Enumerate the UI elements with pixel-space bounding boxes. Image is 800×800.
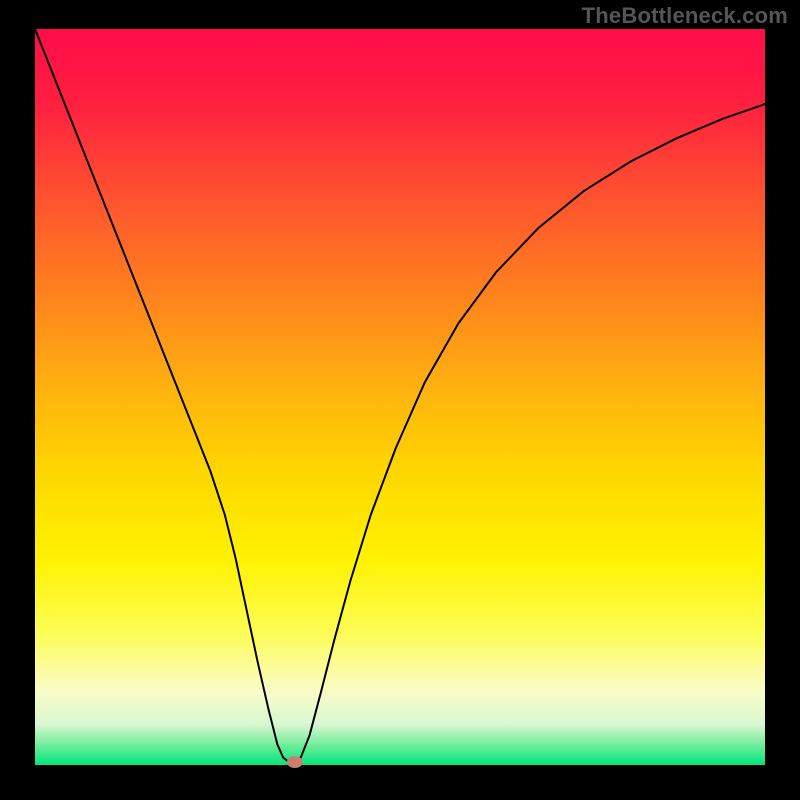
valley-marker [287,756,303,768]
watermark-text: TheBottleneck.com [582,3,788,29]
bottleneck-chart-svg [0,0,800,800]
chart-frame: TheBottleneck.com [0,0,800,800]
gradient-plot-area [35,29,765,765]
